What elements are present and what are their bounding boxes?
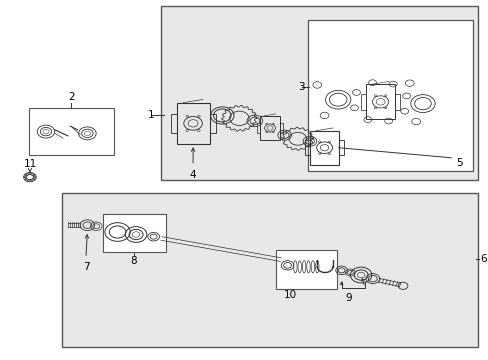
- Bar: [176, 103, 209, 144]
- Bar: [103, 214, 166, 252]
- Text: 8: 8: [130, 256, 137, 266]
- Bar: [307, 21, 472, 171]
- Bar: [338, 140, 343, 156]
- Text: 6: 6: [479, 254, 486, 264]
- Text: 4: 4: [189, 170, 196, 180]
- Text: 3: 3: [298, 82, 305, 92]
- Text: 9: 9: [345, 293, 351, 303]
- Bar: [256, 122, 260, 134]
- Bar: [275, 250, 336, 289]
- Bar: [365, 84, 394, 120]
- Text: 10: 10: [284, 290, 296, 300]
- Bar: [394, 94, 400, 110]
- Text: 2: 2: [68, 92, 75, 102]
- Bar: [260, 116, 279, 140]
- Bar: [209, 114, 215, 132]
- Text: 1: 1: [147, 111, 154, 121]
- Bar: [170, 114, 176, 132]
- Bar: [310, 131, 338, 165]
- Bar: [360, 94, 365, 110]
- Bar: [279, 122, 283, 134]
- Text: 11: 11: [24, 159, 38, 169]
- Text: 5: 5: [455, 158, 462, 168]
- Bar: [161, 6, 477, 180]
- Bar: [61, 193, 477, 347]
- Bar: [305, 140, 310, 156]
- Bar: [29, 108, 114, 155]
- Text: 7: 7: [82, 262, 89, 273]
